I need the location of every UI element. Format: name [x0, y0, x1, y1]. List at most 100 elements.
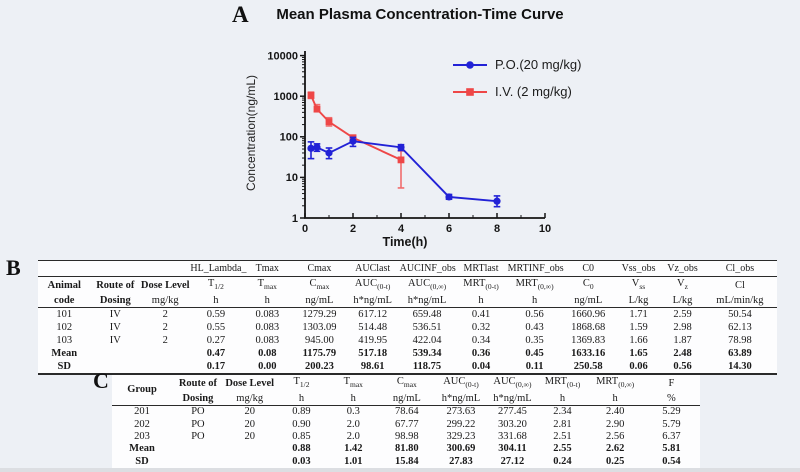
table-cell: 0.32	[471, 322, 491, 334]
table-cell: 1303.09	[302, 322, 337, 334]
header-cell: Cl	[734, 279, 745, 291]
header-cell: h	[587, 392, 643, 407]
header-cell: Vss_obs	[614, 260, 663, 277]
table-cell: 2	[162, 322, 168, 334]
table-cell: 329.23	[446, 430, 476, 442]
window-bottom-edge	[0, 468, 800, 472]
table-cell: 419.95	[358, 335, 388, 347]
header-cell: AUC(0-t)	[354, 278, 391, 292]
table-cell: 1.65	[629, 348, 648, 360]
table-cell: 303.20	[498, 418, 527, 430]
table-cell: 250.58	[561, 360, 615, 376]
table-cell: 0.88	[292, 443, 311, 455]
table-cell: SD	[112, 455, 173, 470]
header-cell: Tmax	[257, 278, 277, 292]
header-cell: HL_Lambda_	[190, 260, 246, 277]
svg-text:10: 10	[286, 172, 298, 184]
table-cell: 299.22	[446, 418, 476, 430]
iv-series-marker-icon	[452, 85, 488, 97]
table-cell: 0.27	[206, 335, 226, 347]
table-cell: 273.63	[446, 406, 476, 418]
table-cell: 1279.29	[302, 309, 337, 321]
table-cell: 101	[56, 309, 73, 321]
unit-header-row: Dosing mg/kg h h ng/mL h*ng/mL h*ng/mL h h%	[112, 392, 700, 407]
header-cell: C0	[561, 260, 615, 277]
table-cell: 0.03	[275, 455, 328, 470]
header-cell: mg/kg	[223, 392, 276, 407]
header-cell: AUC(0,∞)	[487, 374, 538, 393]
table-cell: 2.98	[673, 322, 692, 334]
table-cell	[172, 455, 224, 470]
table-cell: 2.81	[553, 418, 572, 430]
table-cell: 78.98	[728, 335, 752, 347]
table-cell: 304.11	[498, 443, 527, 455]
table-cell: 0.24	[537, 455, 588, 470]
header-cell: T1/2	[207, 278, 224, 292]
data-row: Mean 0.47 0.08 1175.79 517.18 539.34 0.36 0.45 1…	[38, 347, 777, 360]
header-cell: Dosing	[90, 294, 141, 309]
table-cell: 2.62	[605, 443, 625, 455]
header-cell: h	[507, 294, 562, 309]
table-cell: 0.06	[614, 360, 663, 376]
table-cell: PO	[191, 430, 205, 442]
header-cell: Group	[112, 373, 173, 407]
header-cell: h	[190, 294, 242, 309]
po-pk-table: Group Route of Dose Level T1/2 Tmax Cmax AUC(0…	[112, 373, 700, 470]
table-cell: 5.79	[662, 418, 681, 430]
table-cell: 1868.68	[571, 322, 606, 334]
legend-item-iv: I.V. (2 mg/kg)	[452, 83, 581, 99]
svg-text:8: 8	[494, 223, 500, 235]
header-cell: Dose Level	[140, 279, 190, 291]
svg-text:1000: 1000	[274, 91, 298, 103]
table-cell: 517.18	[358, 348, 388, 360]
concentration-time-chart: 1 10 100 1000 10000 0 2 4 6 8 10	[267, 50, 551, 235]
header-cell: Cmax	[293, 260, 346, 277]
chart-title: Mean Plasma Concentration-Time Curve	[276, 6, 564, 23]
svg-text:2: 2	[350, 223, 356, 235]
header-cell: mg/kg	[140, 294, 191, 309]
table-cell: 2.48	[673, 348, 692, 360]
table-cell: 5.29	[662, 406, 681, 418]
table-cell: 0.083	[255, 309, 280, 321]
header-cell: h*ng/mL	[434, 392, 488, 407]
table-cell: 27.12	[487, 455, 538, 470]
table-cell: 0.89	[292, 406, 311, 418]
table-cell: 20	[244, 418, 255, 430]
header-cell: code	[38, 294, 91, 309]
table-cell	[91, 347, 141, 360]
svg-text:1: 1	[292, 213, 298, 225]
header-cell	[38, 260, 91, 277]
header-cell: h	[454, 294, 508, 309]
data-row: Mean 0.88 1.42 81.80 300.69 304.11 2.55 2.62 5.8…	[112, 443, 700, 455]
table-cell: 0.47	[206, 348, 226, 360]
table-cell: 2.56	[605, 430, 625, 442]
table-cell: 2.0	[346, 418, 360, 430]
table-cell: 0.56	[662, 360, 703, 376]
header-cell: ng/mL	[379, 392, 435, 407]
table-cell: 2.51	[553, 430, 572, 442]
header-cell: h	[275, 392, 328, 407]
table-cell: 20	[244, 430, 255, 442]
data-row: SD 0.17 0.00 200.23 98.61 118.75 0.04 0.11 250.5…	[38, 360, 777, 376]
table-cell: 20	[244, 406, 255, 418]
table-cell: 202	[134, 418, 150, 430]
data-row: 203 PO 20 0.85 2.0 98.98 329.23 331.68 2.51 2.56 6…	[112, 431, 700, 443]
table-cell: 2.59	[673, 309, 692, 321]
table-cell: PO	[191, 406, 205, 418]
axes: 1 10 100 1000 10000 0 2 4 6 8 10	[267, 50, 551, 235]
table-cell: 203	[134, 430, 150, 442]
header-cell: MRT(0-t)	[537, 374, 588, 393]
table-cell: 102	[56, 322, 73, 334]
table-cell: 945.00	[304, 335, 334, 347]
legend-label-iv: I.V. (2 mg/kg)	[495, 83, 572, 99]
table-cell: 1.71	[629, 309, 648, 321]
panel-label-a: A	[232, 2, 249, 27]
header-cell: h	[537, 392, 588, 407]
po-series-marker-icon	[452, 58, 488, 70]
data-row: 101 IV 2 0.59 0.083 1279.29 617.12 659.48 0.41 0.…	[38, 308, 777, 322]
table-cell: 1.66	[629, 335, 648, 347]
table-cell: Mean	[129, 443, 155, 455]
table-cell: 200.23	[293, 360, 346, 376]
table-cell: 2.90	[605, 418, 625, 430]
table-cell: 0.36	[471, 348, 491, 360]
